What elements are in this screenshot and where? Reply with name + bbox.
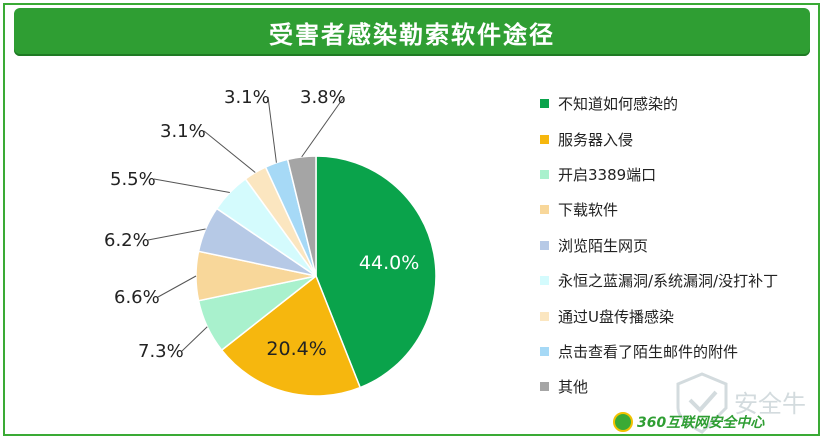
brand-text: 360互联网安全中心 bbox=[637, 415, 765, 431]
legend-item: 服务器入侵 bbox=[540, 121, 800, 156]
legend-label: 浏览陌生网页 bbox=[558, 236, 649, 255]
watermark-text: 安全牛 bbox=[734, 390, 806, 418]
legend-label: 永恒之蓝漏洞/系统漏洞/没打补丁 bbox=[558, 272, 779, 291]
legend-swatch bbox=[540, 382, 549, 392]
legend-item: 下载软件 bbox=[540, 192, 800, 227]
brand-logo-icon bbox=[613, 412, 633, 432]
legend-swatch bbox=[540, 240, 549, 250]
legend-item: 点击查看了陌生邮件的附件 bbox=[540, 334, 800, 369]
data-label: 3.8% bbox=[300, 87, 346, 108]
data-label: 20.4% bbox=[266, 338, 326, 360]
watermark-logo: 安全牛 bbox=[672, 370, 822, 436]
legend-item: 通过U盘传播感染 bbox=[540, 298, 800, 333]
pie-slice bbox=[315, 155, 437, 389]
legend-swatch bbox=[540, 276, 549, 286]
data-label: 44.0% bbox=[359, 252, 419, 274]
leader-line bbox=[267, 96, 277, 163]
legend-item: 不知道如何感染的 bbox=[540, 86, 800, 121]
legend-label: 开启3389端口 bbox=[558, 165, 657, 184]
legend-item: 开启3389端口 bbox=[540, 157, 800, 192]
legend-label: 点击查看了陌生邮件的附件 bbox=[558, 342, 739, 361]
legend-label: 下载软件 bbox=[558, 201, 619, 220]
legend-swatch bbox=[540, 346, 549, 356]
legend-swatch bbox=[540, 99, 549, 109]
title-bar: 受害者感染勒索软件途径 bbox=[14, 8, 810, 56]
legend-swatch bbox=[540, 205, 549, 215]
legend-item: 浏览陌生网页 bbox=[540, 228, 800, 263]
legend-label: 其他 bbox=[558, 378, 589, 397]
data-label: 7.3% bbox=[138, 341, 184, 362]
legend-label: 服务器入侵 bbox=[558, 130, 634, 149]
legend-item: 其他 bbox=[540, 369, 800, 404]
data-label: 6.2% bbox=[104, 230, 150, 251]
legend-label: 不知道如何感染的 bbox=[558, 95, 679, 114]
brand: 360互联网安全中心 bbox=[613, 410, 764, 434]
chart-title: 受害者感染勒索软件途径 bbox=[269, 20, 555, 49]
legend-item: 永恒之蓝漏洞/系统漏洞/没打补丁 bbox=[540, 263, 800, 298]
data-label: 5.5% bbox=[110, 169, 156, 190]
leader-line bbox=[181, 326, 208, 352]
legend-swatch bbox=[540, 169, 549, 179]
leader-line bbox=[147, 228, 206, 241]
leader-line bbox=[301, 96, 345, 158]
leader-line bbox=[153, 178, 230, 193]
legend-swatch bbox=[540, 134, 549, 144]
legend-swatch bbox=[540, 311, 549, 321]
leader-line bbox=[203, 130, 256, 173]
legend: 不知道如何感染的 服务器入侵开启3389端口 下载软件浏览陌生网页永恒之蓝漏洞/系统… bbox=[540, 86, 800, 405]
data-label: 3.1% bbox=[160, 121, 206, 142]
legend-label: 通过U盘传播感染 bbox=[558, 307, 674, 326]
pie-slice bbox=[220, 274, 362, 397]
data-label: 6.6% bbox=[114, 287, 160, 308]
leader-line bbox=[157, 275, 197, 298]
data-label: 3.1% bbox=[224, 87, 270, 108]
